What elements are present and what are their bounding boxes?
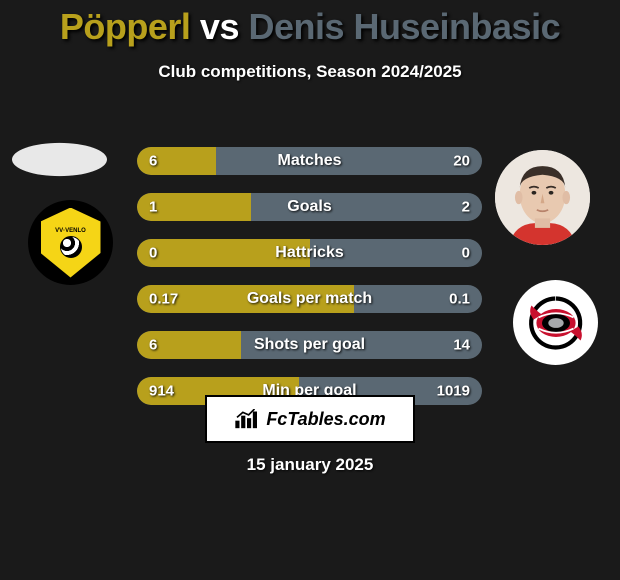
player1-name: Pöpperl: [60, 6, 191, 47]
stat-bar-row: 0.17 0.1 Goals per match: [137, 285, 482, 313]
stat-left-value: 914: [149, 383, 174, 400]
stat-right-value: 1019: [437, 383, 470, 400]
stat-left-value: 0: [149, 245, 157, 262]
comparison-title: Pöpperl vs Denis Huseinbasic: [0, 0, 620, 48]
fctables-site-name: FcTables.com: [266, 409, 385, 430]
stat-left-value: 0.17: [149, 291, 178, 308]
hurricanes-logo-icon: [521, 288, 591, 358]
venlo-text: VV·VENLO: [55, 228, 86, 234]
stat-right-value: 2: [462, 199, 470, 216]
stat-right-value: 0.1: [449, 291, 470, 308]
stat-label: Goals per match: [247, 290, 372, 308]
player2-face-icon: [495, 150, 590, 245]
stat-label: Matches: [277, 152, 341, 170]
stat-label: Hattricks: [275, 244, 343, 262]
venlo-shield-icon: VV·VENLO: [41, 208, 101, 278]
player2-photo: [495, 150, 590, 245]
soccer-ball-icon: [60, 236, 82, 258]
season-subtitle: Club competitions, Season 2024/2025: [0, 62, 620, 82]
stat-bar-row: 6 14 Shots per goal: [137, 331, 482, 359]
stat-right-value: 0: [462, 245, 470, 262]
player1-club-logo: VV·VENLO: [28, 200, 113, 285]
player2-club-logo: [513, 280, 598, 365]
stat-right-value: 14: [453, 337, 470, 354]
fctables-branding[interactable]: FcTables.com: [205, 395, 415, 443]
player2-name: Denis Huseinbasic: [248, 6, 560, 47]
stat-bar-row: 6 20 Matches: [137, 147, 482, 175]
stat-left-value: 1: [149, 199, 157, 216]
stat-bars-container: 6 20 Matches 1 2 Goals 0 0 Hattricks 0.17 0.1 Goals…: [137, 147, 482, 423]
stat-label: Shots per goal: [254, 336, 365, 354]
stat-bar-row: 1 2 Goals: [137, 193, 482, 221]
stat-label: Goals: [287, 198, 331, 216]
player1-photo: [12, 143, 107, 176]
vs-text: vs: [200, 6, 239, 47]
fctables-chart-icon: [234, 409, 260, 429]
comparison-date: 15 january 2025: [247, 455, 374, 475]
stat-left-value: 6: [149, 337, 157, 354]
stat-left-value: 6: [149, 153, 157, 170]
stat-right-value: 20: [453, 153, 470, 170]
stat-bar-row: 0 0 Hattricks: [137, 239, 482, 267]
